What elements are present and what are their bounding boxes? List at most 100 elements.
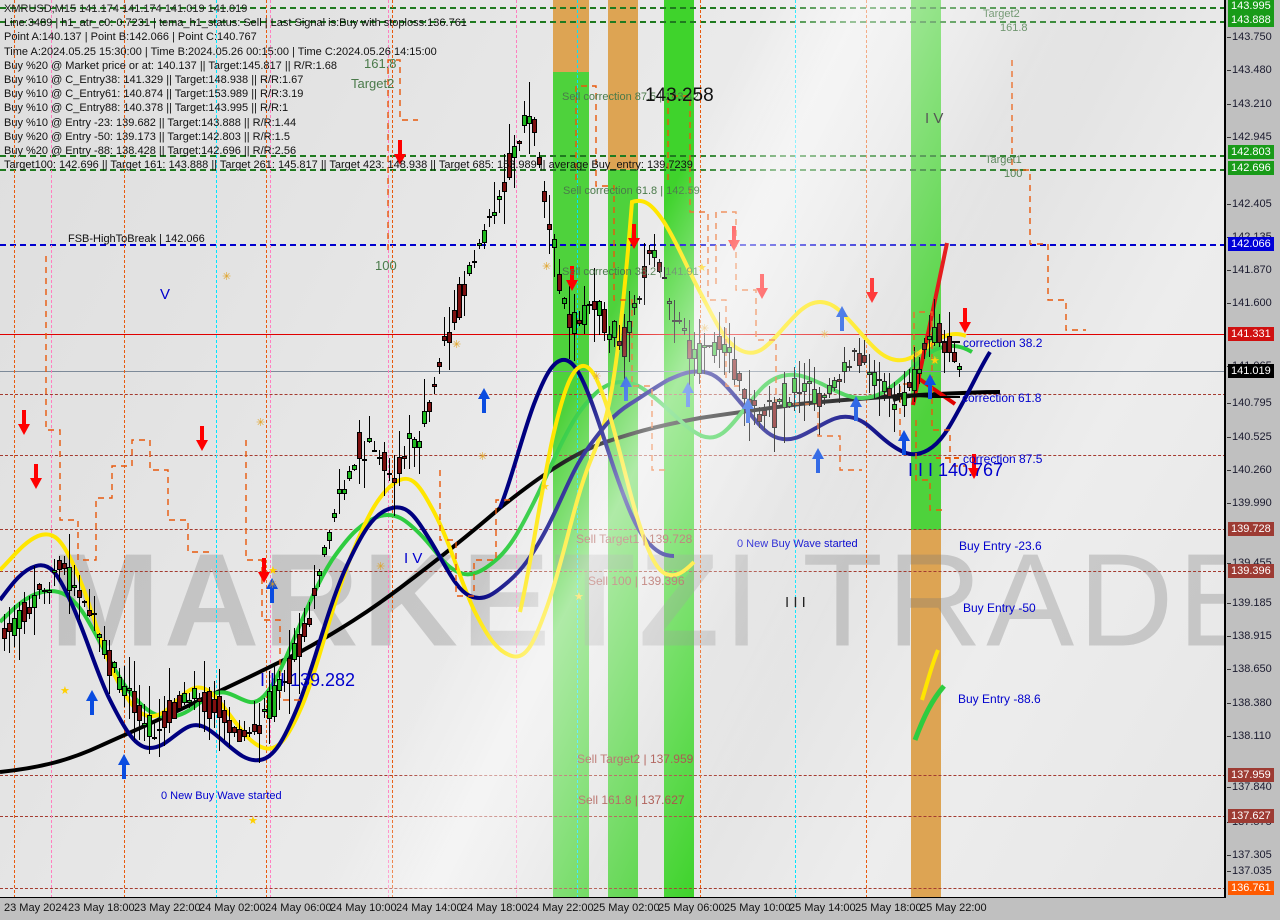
pivot-star-icon: ★: [540, 481, 550, 493]
watermark-bold: MARKETZ: [50, 526, 724, 674]
price-tag-red: 141.331: [1228, 327, 1274, 341]
fractal-star-icon: ✳: [912, 349, 922, 361]
sell-arrow-icon: [258, 572, 270, 583]
fsb-hightobreak-label: FSB-HighToBreak | 142.066: [68, 233, 205, 245]
buy-arrow-stem: [90, 701, 94, 715]
wave-label-iii-mid: I I I: [785, 594, 806, 611]
buy-arrow-icon: [266, 578, 278, 589]
buy-arrow-icon: [812, 448, 824, 459]
buy-arrow-icon: [924, 374, 936, 385]
time-tick: 24 May 06:00: [265, 902, 332, 914]
fractal-star-icon: ✳: [700, 323, 710, 335]
time-scale[interactable]: 23 May 2024 23 May 18:00 23 May 22:00 24 Ma…: [0, 898, 1280, 920]
price-tag-darkred: 139.396: [1228, 564, 1274, 578]
price-tick: 139.990: [1227, 497, 1272, 509]
chart-plot-area[interactable]: MARKETZI TRADE: [0, 0, 1226, 898]
hline-sell-target1: [0, 529, 1224, 530]
point-c-price: I I I 140.767: [908, 460, 1004, 480]
time-tick: 25 May 02:00: [593, 902, 660, 914]
hline-ask-price: [0, 371, 1224, 372]
fractal-star-icon: ✳: [542, 261, 552, 273]
price-tag-orange: 136.761: [1228, 881, 1274, 895]
sell-target1: Sell Target1 | 139.728: [576, 532, 693, 546]
target1-value: 100: [1004, 168, 1023, 180]
price-tick: 139.185: [1227, 597, 1272, 609]
vline-sar-6: [866, 0, 867, 897]
header-line-5: Buy %10 @ C_Entry61: 140.874 || Target:1…: [4, 88, 304, 101]
price-tick: 141.870: [1227, 264, 1272, 276]
hline-sell-1618: [0, 816, 1224, 817]
header-line-0: Line:3489 | h1_atr_c0: 0.7231 | tema_h1_…: [4, 17, 467, 30]
price-tag-green: 142.696: [1228, 161, 1274, 175]
hline-sell-100: [0, 571, 1224, 572]
new-buy-wave-right: 0 New Buy Wave started: [737, 538, 858, 550]
sell-arrow-icon: [394, 154, 406, 165]
correction-618: correction 61.8: [962, 391, 1042, 405]
sell-arrow-icon: [756, 288, 768, 299]
header-line-6: Buy %10 @ C_Entry88: 140.378 || Target:1…: [4, 102, 289, 115]
price-tick: 138.915: [1227, 630, 1272, 642]
sell-arrow-stem: [262, 558, 266, 572]
pivot-star-icon: ★: [930, 355, 940, 367]
time-tick: 24 May 14:00: [396, 902, 463, 914]
ma100-label: 100: [375, 258, 397, 273]
correction-382: correction 38.2: [963, 336, 1043, 350]
sell-arrow-icon: [628, 238, 640, 249]
price-tick: 141.600: [1227, 297, 1272, 309]
hline-sell-target2: [0, 775, 1224, 776]
buy-arrow-stem: [624, 387, 628, 401]
sell-100: Sell 100 | 139.396: [588, 574, 685, 588]
sell-arrow-stem: [200, 426, 204, 440]
price-tick: 138.380: [1227, 697, 1272, 709]
price-tick: 142.405: [1227, 198, 1272, 210]
time-tick: 24 May 02:00: [199, 902, 266, 914]
price-tick: 140.260: [1227, 464, 1272, 476]
header-line-7: Buy %10 @ Entry -23: 139.682 || Target:1…: [4, 116, 297, 129]
target2-left-value: 161.8: [364, 56, 397, 71]
correction-875: correction 87.5: [963, 452, 1043, 466]
buy-arrow-stem: [482, 399, 486, 413]
buy-arrow-icon: [850, 396, 862, 407]
buy-arrow-icon: [682, 382, 694, 393]
sell-arrow-icon: [866, 292, 878, 303]
time-tick: 25 May 14:00: [789, 902, 856, 914]
sell-arrow-icon: [30, 478, 42, 489]
broker-watermark: MARKETZI TRADE: [50, 525, 1224, 676]
price-scale[interactable]: 143.750143.480143.210142.945142.405142.1…: [1226, 0, 1280, 898]
price-tick: 140.795: [1227, 397, 1272, 409]
sell-arrow-icon: [728, 240, 740, 251]
header-line-1: Point A:140.137 | Point B:142.066 | Poin…: [4, 31, 257, 44]
point-a-price: I I I 139.282: [260, 670, 356, 690]
sell-arrow-stem: [22, 410, 26, 424]
sell-arrow-icon: [968, 468, 980, 479]
time-tick: 24 May 10:00: [330, 902, 397, 914]
new-buy-wave-left: 0 New Buy Wave started: [161, 790, 282, 802]
target2-label: Target2: [983, 8, 1020, 20]
fractal-star-icon: ✳: [256, 417, 266, 429]
buy-entry-50: Buy Entry -50: [963, 601, 1036, 615]
fractal-star-icon: ✳: [452, 339, 462, 351]
buy-arrow-stem: [840, 317, 844, 331]
price-tag-green: 143.995: [1228, 0, 1274, 13]
target2-left-label: Target2: [351, 76, 395, 91]
time-tick: 25 May 06:00: [658, 902, 725, 914]
fractal-star-icon: ✳: [478, 451, 488, 463]
hline-level-140795: [0, 394, 1224, 395]
sell-1618: Sell 161.8 | 137.627: [578, 793, 685, 807]
header-line-10: Target100: 142.696 || Target 161: 143.88…: [4, 159, 693, 172]
sell-correction-875: Sell correction 87.5 | 143.42: [562, 91, 699, 103]
price-tag-black: 141.019: [1228, 364, 1274, 378]
price-tick: 140.525: [1227, 431, 1272, 443]
price-tag-darkred: 137.959: [1228, 768, 1274, 782]
header-line-2: Time A:2024.05.25 15:30:00 | Time B:2024…: [4, 45, 437, 58]
buy-arrow-icon: [620, 376, 632, 387]
price-tick: 137.840: [1227, 781, 1272, 793]
pivot-star-icon: ★: [268, 565, 278, 577]
target2-value: 161.8: [1000, 22, 1028, 34]
big-price-143258: 143.258: [645, 85, 714, 106]
price-tag-green: 143.888: [1228, 13, 1274, 27]
header-line-8: Buy %20 @ Entry -50: 139.173 || Target:1…: [4, 130, 290, 143]
buy-arrow-stem: [816, 459, 820, 473]
price-tag-green: 142.803: [1228, 145, 1274, 159]
